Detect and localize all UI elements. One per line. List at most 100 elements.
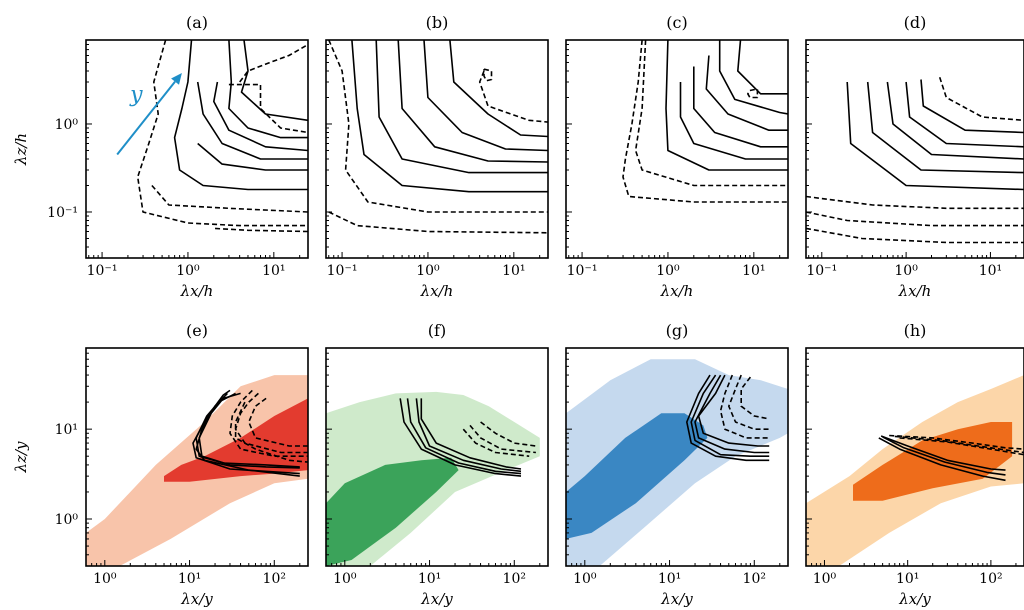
contour-line-1 bbox=[399, 398, 522, 477]
x-tick-label: 10¹ bbox=[979, 263, 1002, 279]
contour-line-8 bbox=[736, 40, 788, 95]
y-tick-label: 10⁻¹ bbox=[47, 205, 78, 221]
x-tick-label: 10⁰ bbox=[813, 571, 837, 587]
contour-line-9 bbox=[240, 40, 308, 122]
contour-line-4 bbox=[195, 389, 300, 477]
x-tick-label: 10¹ bbox=[418, 571, 441, 587]
plot-area bbox=[622, 40, 788, 203]
panel-title: (h) bbox=[904, 321, 927, 340]
contour-line-11 bbox=[239, 43, 308, 83]
contour-line-2 bbox=[406, 398, 522, 475]
arrow-head-icon bbox=[171, 73, 182, 85]
contour-line-3 bbox=[665, 40, 788, 171]
contour-line-6 bbox=[234, 392, 308, 454]
y-axis-label: λz/h bbox=[12, 133, 30, 166]
panel-title: (c) bbox=[666, 13, 687, 32]
fill-region-dark bbox=[164, 398, 308, 482]
axes-frame bbox=[85, 347, 309, 567]
fill-region-dark bbox=[566, 413, 708, 539]
contour-line-6 bbox=[727, 374, 770, 431]
x-tick-label: 10⁰ bbox=[894, 263, 918, 279]
contour-line-2 bbox=[806, 227, 1024, 244]
plot-area bbox=[86, 375, 308, 566]
axes-frame bbox=[805, 347, 1024, 567]
x-tick-label: 10² bbox=[503, 571, 526, 587]
contour-line-6 bbox=[705, 55, 788, 131]
y-tick-label: 10¹ bbox=[55, 422, 78, 438]
plot-area bbox=[328, 40, 548, 234]
contour-line-1 bbox=[878, 437, 1006, 482]
panel-g: 10⁰ 10¹ 10² (g) λx/y bbox=[565, 321, 789, 608]
contour-line-4 bbox=[889, 434, 1024, 450]
axes-frame bbox=[325, 347, 549, 567]
contour-line-5 bbox=[866, 81, 1024, 174]
panel-title: (d) bbox=[904, 13, 927, 32]
x-axis-label: λx/h bbox=[660, 282, 694, 300]
contour-line-5 bbox=[397, 40, 548, 163]
x-tick-label: 10⁰ bbox=[573, 571, 597, 587]
panel-title: (e) bbox=[186, 321, 208, 340]
x-tick-label: 10⁰ bbox=[416, 263, 440, 279]
x-tick-label: 10² bbox=[743, 571, 766, 587]
axes-frame bbox=[805, 39, 1024, 259]
contour-line-5 bbox=[692, 66, 788, 148]
x-axis-label: λx/y bbox=[660, 590, 693, 608]
contour-line-3 bbox=[694, 374, 770, 454]
panel-a: 10⁻¹ 10⁰ 10¹ 10⁻¹ 10⁰ (a) λx/h λz/h y bbox=[12, 13, 309, 300]
x-tick-label: 10⁰ bbox=[176, 263, 200, 279]
arrow-icon bbox=[116, 80, 176, 156]
contour-line-1 bbox=[136, 40, 308, 227]
contour-line-7 bbox=[480, 421, 537, 447]
contour-line-9 bbox=[938, 76, 1024, 122]
panel-d: 10⁻¹ 10⁰ 10¹ (d) λx/h bbox=[805, 13, 1024, 300]
x-tick-label: 10¹ bbox=[896, 571, 919, 587]
contour-line-9 bbox=[483, 68, 493, 82]
x-tick-label: 10⁻¹ bbox=[327, 263, 358, 279]
contour-line-2 bbox=[328, 211, 548, 234]
axes-frame bbox=[85, 39, 309, 259]
fill-region-dark bbox=[326, 457, 459, 566]
panel-title: (g) bbox=[666, 321, 689, 340]
contour-line-2 bbox=[882, 436, 1006, 476]
axes-frame bbox=[325, 39, 549, 259]
contour-line-1 bbox=[806, 211, 1024, 227]
contour-line-7 bbox=[449, 40, 548, 138]
panel-c: 10⁻¹ 10⁰ 10¹ (c) λx/h bbox=[565, 13, 789, 300]
x-tick-label: 10⁰ bbox=[333, 571, 357, 587]
contour-line-4 bbox=[375, 40, 548, 174]
contour-line-7 bbox=[740, 376, 770, 420]
contour-line-10 bbox=[228, 83, 308, 134]
contour-line-7 bbox=[234, 401, 308, 463]
x-tick-label: 10¹ bbox=[742, 263, 765, 279]
contour-line-3 bbox=[351, 40, 548, 193]
x-axis-label: λx/h bbox=[180, 282, 214, 300]
contour-line-5 bbox=[469, 424, 536, 454]
contour-line-2 bbox=[634, 40, 788, 187]
contour-line-9 bbox=[746, 88, 759, 99]
y-tick-label: 10⁰ bbox=[55, 512, 79, 528]
plot-area bbox=[806, 375, 1024, 566]
panel-title: (f) bbox=[428, 321, 446, 340]
contour-line-4 bbox=[697, 374, 770, 447]
x-tick-label: 10⁻¹ bbox=[87, 263, 118, 279]
contour-line-1 bbox=[328, 40, 548, 213]
plot-area bbox=[806, 76, 1024, 244]
x-tick-label: 10¹ bbox=[502, 263, 525, 279]
contour-line-4 bbox=[420, 398, 522, 470]
panel-title: (b) bbox=[426, 13, 449, 32]
contour-line-3 bbox=[806, 195, 1024, 210]
annotation-label: y bbox=[129, 83, 143, 108]
contour-line-7 bbox=[213, 81, 308, 152]
contour-line-4 bbox=[679, 82, 788, 160]
contour-line-2 bbox=[690, 374, 770, 458]
contour-line-6 bbox=[899, 437, 1024, 456]
axes-frame bbox=[565, 347, 789, 567]
contour-line-4 bbox=[173, 40, 308, 191]
contour-line-8 bbox=[248, 397, 308, 447]
contour-line-8 bbox=[228, 40, 308, 139]
panel-h: 10⁰ 10¹ 10² (h) λx/y bbox=[805, 321, 1024, 608]
y-tick-label: 10⁰ bbox=[55, 117, 79, 133]
x-axis-label: λx/y bbox=[898, 590, 931, 608]
contour-line-3 bbox=[415, 398, 522, 473]
x-axis-label: λx/h bbox=[420, 282, 454, 300]
